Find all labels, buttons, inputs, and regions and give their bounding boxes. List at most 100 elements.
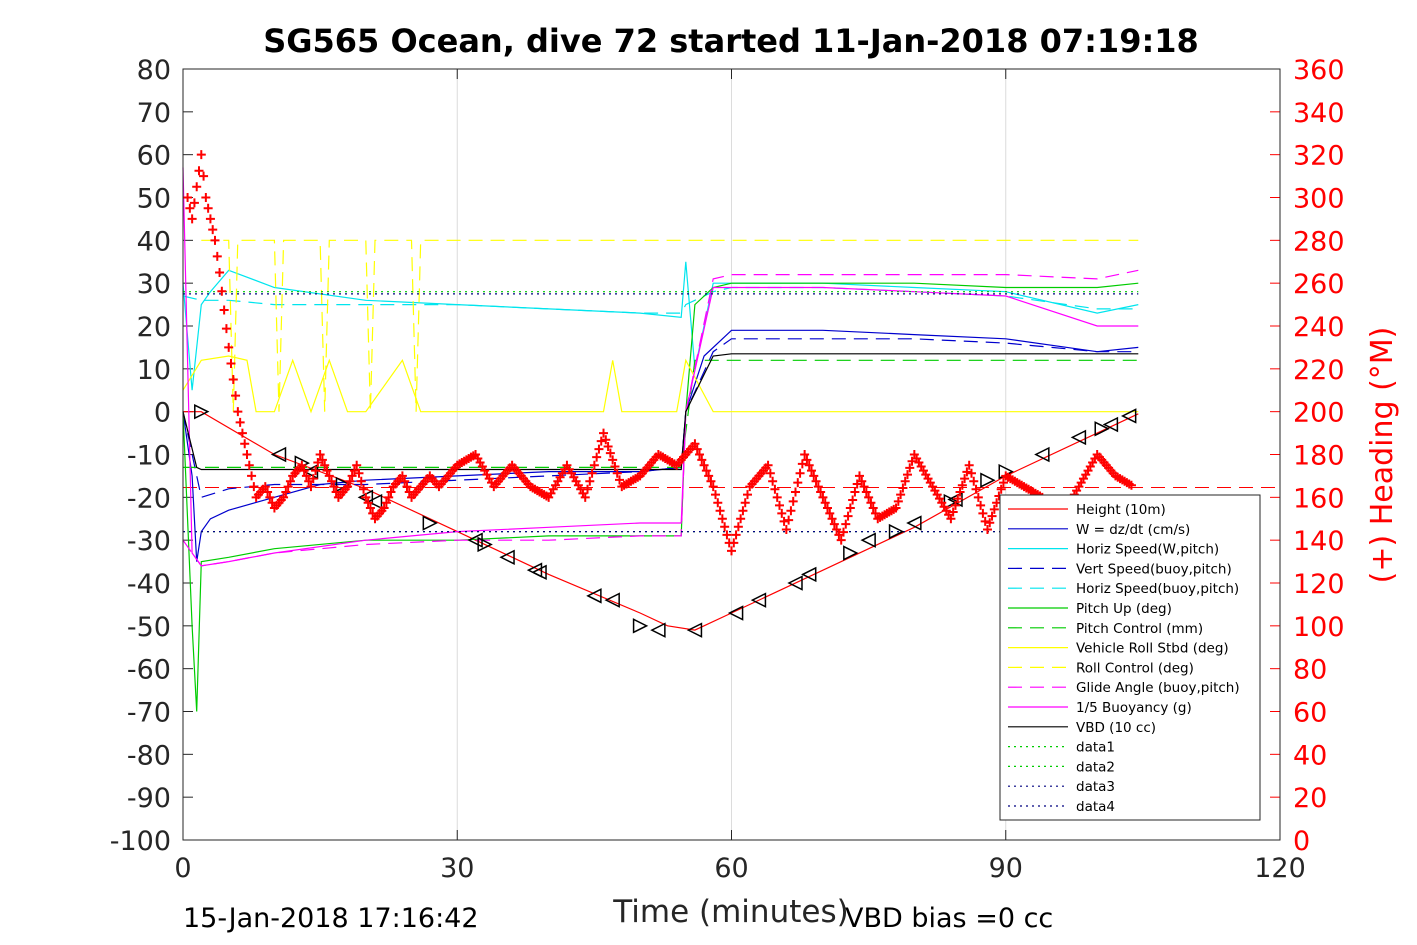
heading-marker bbox=[210, 235, 220, 245]
y2-tick-label: 320 bbox=[1293, 141, 1345, 172]
heading-marker bbox=[327, 476, 337, 486]
y-tick-label: 60 bbox=[137, 141, 171, 172]
heading-markers bbox=[183, 150, 1136, 556]
heading-marker bbox=[820, 498, 830, 508]
triangle-marker bbox=[1070, 429, 1087, 446]
heading-marker bbox=[1126, 480, 1136, 490]
x-tick-label: 30 bbox=[440, 853, 474, 884]
triangle-marker bbox=[366, 493, 383, 510]
x-axis-label: Time (minutes) bbox=[612, 894, 848, 930]
y2-tick-label: 80 bbox=[1293, 655, 1327, 686]
heading-marker bbox=[813, 482, 823, 492]
heading-marker bbox=[811, 476, 821, 486]
heading-marker bbox=[708, 482, 718, 492]
heading-marker bbox=[301, 471, 311, 481]
triangle-marker bbox=[1120, 408, 1137, 424]
y2-tick-label: 280 bbox=[1293, 226, 1345, 257]
heading-marker bbox=[365, 503, 375, 513]
y-tick-label: -40 bbox=[127, 569, 171, 600]
heading-marker bbox=[829, 519, 839, 529]
y2-tick-label: 180 bbox=[1293, 441, 1345, 472]
y-tick-label: -90 bbox=[127, 783, 171, 814]
legend-label: Vehicle Roll Stbd (deg) bbox=[1076, 641, 1229, 657]
heading-marker bbox=[836, 535, 846, 545]
heading-marker bbox=[950, 500, 960, 510]
heading-marker bbox=[610, 462, 620, 472]
heading-marker bbox=[212, 251, 222, 261]
heading-marker bbox=[329, 482, 339, 492]
y2-tick-label: 40 bbox=[1293, 740, 1327, 771]
y-tick-label: -10 bbox=[127, 441, 171, 472]
triangle-marker bbox=[270, 446, 287, 463]
heading-marker bbox=[845, 503, 855, 513]
heading-marker bbox=[774, 500, 784, 510]
footer-timestamp: 15-Jan-2018 17:16:42 bbox=[183, 903, 479, 934]
heading-marker bbox=[955, 487, 965, 497]
legend-label: W = dz/dt (cm/s) bbox=[1076, 522, 1190, 538]
heading-marker bbox=[978, 508, 988, 518]
heading-marker bbox=[857, 476, 867, 486]
heading-marker bbox=[953, 494, 963, 504]
y-tick-label: 70 bbox=[137, 98, 171, 129]
heading-marker bbox=[199, 171, 209, 181]
heading-marker bbox=[612, 468, 622, 478]
heading-marker bbox=[850, 487, 860, 497]
heading-marker bbox=[359, 484, 369, 494]
heading-marker bbox=[263, 487, 273, 497]
legend-label: 1/5 Buoyancy (g) bbox=[1076, 700, 1192, 716]
triangle-marker bbox=[422, 515, 439, 531]
heading-marker bbox=[891, 503, 901, 513]
series-line bbox=[182, 338, 1139, 499]
y-tick-label: -50 bbox=[127, 612, 171, 643]
legend-label: data4 bbox=[1076, 799, 1115, 815]
heading-marker bbox=[973, 492, 983, 502]
heading-marker bbox=[308, 474, 318, 484]
heading-marker bbox=[201, 193, 211, 202]
y-tick-label: -100 bbox=[110, 826, 171, 857]
heading-marker bbox=[784, 515, 794, 525]
heading-marker bbox=[196, 150, 206, 160]
heading-marker bbox=[841, 519, 851, 529]
legend-label: data1 bbox=[1076, 740, 1115, 756]
y2-tick-label: 300 bbox=[1293, 184, 1345, 215]
heading-marker bbox=[825, 508, 835, 518]
y-tick-label: 40 bbox=[137, 226, 171, 257]
heading-marker bbox=[982, 524, 992, 534]
heading-marker bbox=[704, 471, 714, 481]
heading-marker bbox=[208, 225, 218, 235]
heading-marker bbox=[345, 476, 355, 486]
heading-marker bbox=[701, 466, 711, 476]
heading-marker bbox=[352, 460, 362, 470]
heading-marker bbox=[854, 471, 864, 481]
heading-marker bbox=[315, 450, 325, 459]
heading-marker bbox=[976, 500, 986, 510]
heading-marker bbox=[231, 391, 241, 401]
y-tick-label: 80 bbox=[137, 55, 171, 86]
triangle-marker bbox=[980, 472, 996, 488]
heading-marker bbox=[699, 460, 709, 470]
heading-marker bbox=[720, 522, 730, 532]
heading-marker bbox=[866, 498, 876, 508]
heading-marker bbox=[797, 459, 807, 469]
series-line bbox=[182, 167, 1139, 567]
heading-marker bbox=[203, 203, 213, 213]
heading-marker bbox=[299, 466, 309, 476]
heading-marker bbox=[985, 518, 995, 528]
series-layer bbox=[182, 167, 1280, 712]
heading-marker bbox=[279, 492, 289, 502]
heading-marker bbox=[786, 506, 796, 516]
heading-marker bbox=[832, 524, 842, 534]
y2-tick-label: 100 bbox=[1293, 612, 1345, 643]
y2-tick-label: 0 bbox=[1293, 826, 1310, 857]
heading-marker bbox=[304, 476, 314, 486]
heading-marker bbox=[848, 495, 858, 505]
heading-marker bbox=[219, 305, 229, 315]
heading-marker bbox=[838, 527, 848, 537]
heading-marker bbox=[793, 478, 803, 488]
heading-marker bbox=[217, 286, 227, 296]
heading-marker bbox=[260, 482, 270, 492]
heading-marker bbox=[311, 466, 321, 476]
triangle-marker bbox=[843, 545, 859, 561]
triangle-marker bbox=[906, 515, 922, 531]
legend-label: VBD (10 cc) bbox=[1076, 720, 1156, 736]
